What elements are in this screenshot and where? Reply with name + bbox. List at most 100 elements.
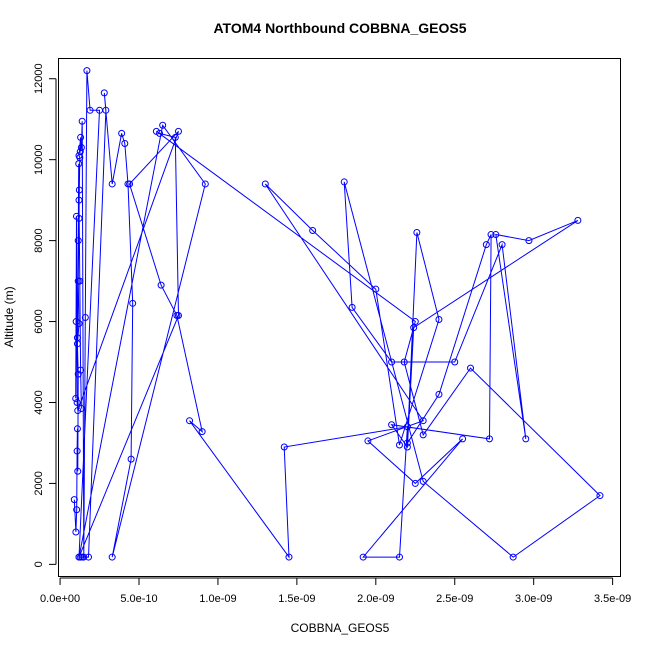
data-point: [403, 423, 411, 431]
data-point: [78, 117, 86, 125]
data-point: [348, 303, 356, 311]
series-line: [73, 70, 601, 559]
data-point: [509, 553, 517, 561]
data-point: [364, 437, 372, 445]
y-tick-label: 10000: [33, 144, 45, 175]
data-point: [198, 428, 206, 436]
data-point: [410, 324, 418, 332]
data-point: [174, 127, 182, 135]
data-point: [261, 180, 269, 188]
x-tick-label: 1.5e-09: [278, 593, 315, 605]
data-point: [73, 334, 81, 342]
data-point: [159, 121, 167, 129]
y-tick-label: 4000: [33, 390, 45, 414]
data-point: [435, 316, 443, 324]
data-point: [72, 394, 80, 402]
x-tick-label: 2.0e-09: [357, 593, 394, 605]
data-point: [459, 435, 467, 443]
data-point: [157, 281, 165, 289]
x-tick-label: 2.5e-09: [436, 593, 473, 605]
data-point: [309, 226, 317, 234]
data-point: [83, 67, 91, 75]
data-point: [129, 299, 137, 307]
data-point: [75, 160, 83, 168]
x-tick-label: 3.0e-09: [515, 593, 552, 605]
x-axis: 0.0e+00 5.0e-10 1.0e-09 1.5e-09 2.0e-09 2.5e-…: [40, 577, 631, 605]
data-point: [280, 443, 288, 451]
data-point: [77, 366, 85, 374]
data-point: [77, 144, 85, 152]
y-tick-label: 0: [33, 561, 45, 567]
data-point: [451, 358, 459, 366]
data-point: [419, 477, 427, 485]
data-point: [75, 186, 83, 194]
data-point: [596, 492, 604, 500]
data-point: [75, 152, 83, 160]
series-points: [70, 67, 604, 561]
data-point: [72, 212, 80, 220]
data-point: [73, 506, 81, 514]
series-lines: [73, 70, 601, 559]
x-tick-label: 0.0e+00: [40, 593, 80, 605]
y-axis-label: Altitude (m): [2, 286, 16, 347]
data-point: [77, 133, 85, 141]
data-point: [186, 417, 194, 425]
data-point: [522, 435, 530, 443]
data-point: [403, 443, 411, 451]
data-point: [100, 89, 108, 97]
data-point: [74, 467, 82, 475]
data-point: [372, 285, 380, 293]
data-point: [72, 318, 80, 326]
data-point: [74, 407, 82, 415]
y-tick-label: 12000: [33, 63, 45, 94]
data-point: [395, 553, 403, 561]
data-point: [285, 553, 293, 561]
data-point: [201, 180, 209, 188]
data-point: [75, 196, 83, 204]
data-point: [70, 496, 78, 504]
data-point: [485, 435, 493, 443]
data-point: [467, 364, 475, 372]
chart-title: ATOM4 Northbound COBBNA_GEOS5: [213, 20, 466, 36]
x-tick-label: 3.5e-09: [594, 593, 631, 605]
data-point: [419, 431, 427, 439]
data-point: [487, 231, 495, 239]
data-point: [108, 553, 116, 561]
data-point: [77, 405, 85, 413]
data-point: [152, 127, 160, 135]
data-point: [403, 439, 411, 447]
data-point: [574, 216, 582, 224]
x-axis-label: COBBNA_GEOS5: [291, 621, 390, 635]
data-point: [388, 358, 396, 366]
data-point: [84, 553, 92, 561]
y-tick-label: 6000: [33, 309, 45, 333]
data-point: [81, 314, 89, 321]
data-point: [400, 358, 408, 366]
data-point: [74, 237, 82, 245]
x-tick-label: 5.0e-10: [120, 593, 157, 605]
data-point: [419, 417, 427, 425]
data-point: [73, 447, 81, 455]
y-tick-label: 8000: [33, 228, 45, 252]
data-point: [171, 133, 179, 141]
data-point: [118, 129, 126, 137]
data-point: [121, 139, 129, 147]
data-point: [411, 479, 419, 487]
data-point: [76, 148, 84, 156]
data-point: [86, 106, 94, 114]
data-point: [498, 241, 506, 249]
data-point: [173, 311, 181, 319]
data-point: [72, 528, 80, 536]
data-point: [492, 231, 500, 239]
data-point: [108, 180, 116, 188]
data-point: [76, 277, 84, 285]
data-point: [525, 237, 533, 245]
y-axis: 0 2000 4000 6000 8000 10000 12000: [33, 63, 57, 567]
y-tick-label: 2000: [33, 471, 45, 495]
data-point: [73, 425, 81, 433]
data-point: [126, 180, 134, 188]
data-point: [388, 421, 396, 429]
plot-frame: [58, 58, 621, 577]
data-point: [102, 106, 110, 114]
